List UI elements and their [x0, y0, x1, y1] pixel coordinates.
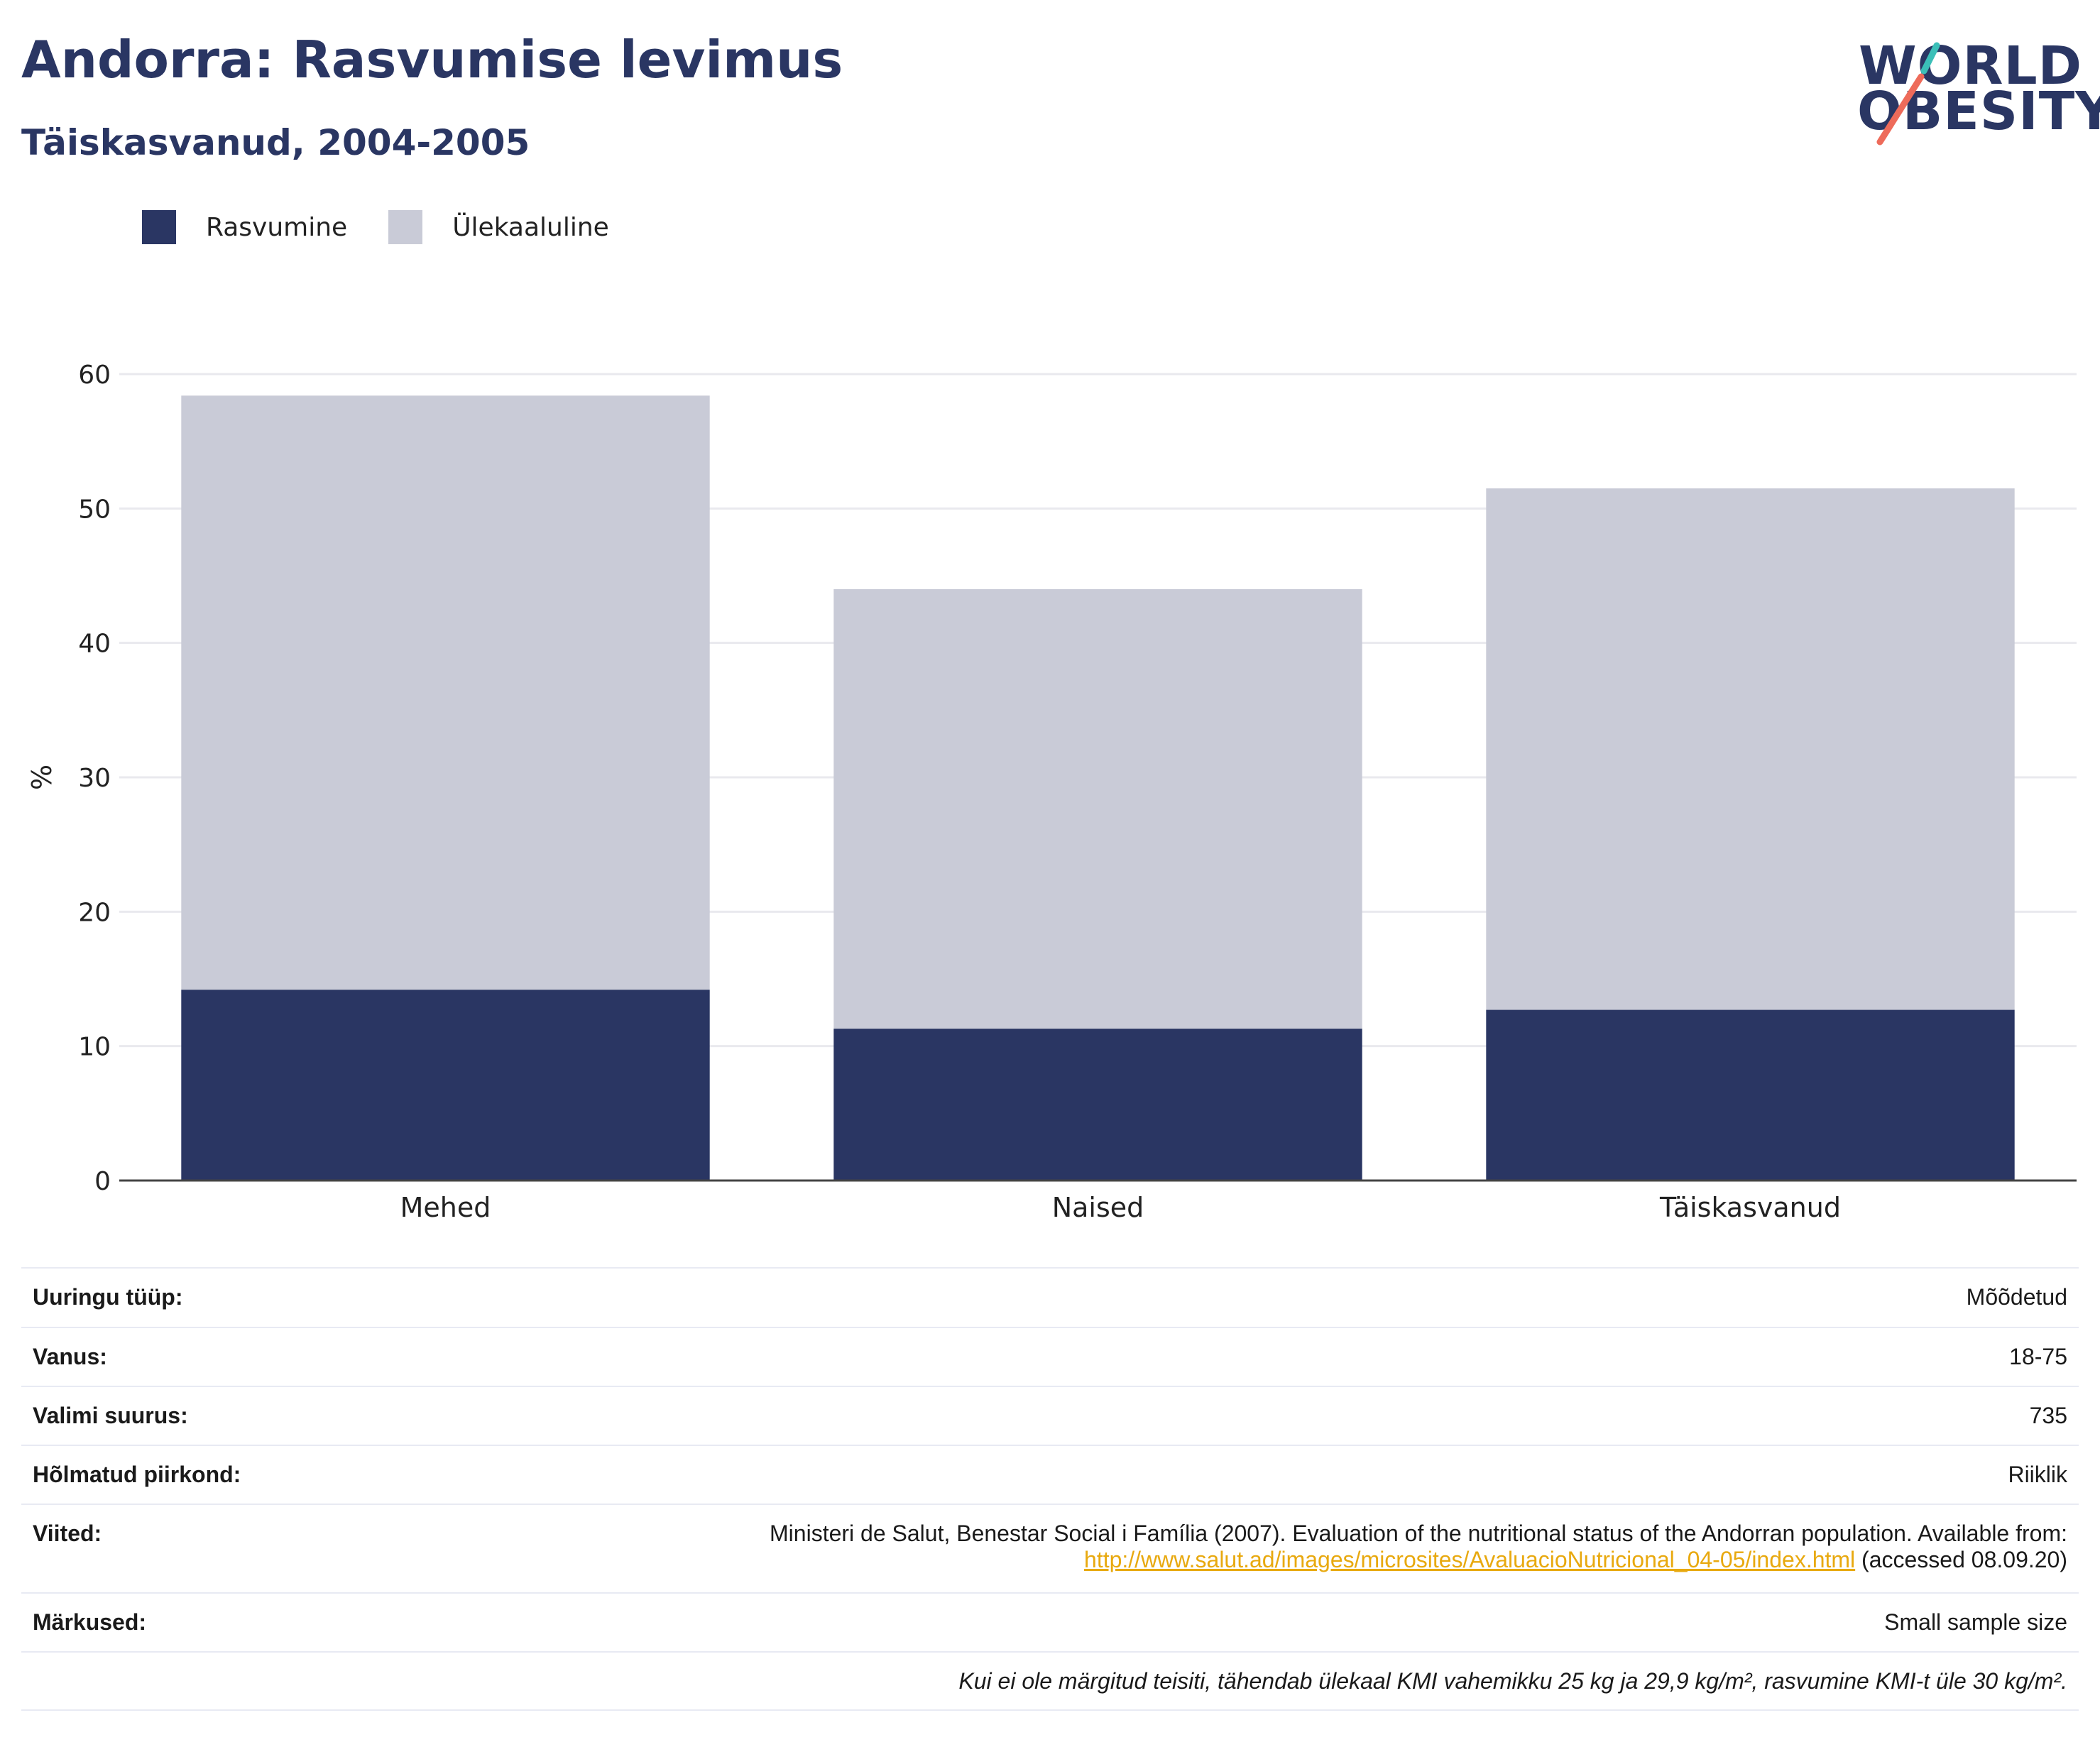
- y-tick-label: 40: [78, 630, 111, 659]
- x-tick-label: Täiskasvanud: [1659, 1192, 1841, 1223]
- page-title: Andorra: Rasvumise levimus: [21, 30, 843, 89]
- y-tick-label: 30: [78, 764, 111, 793]
- legend-swatch-ulekaaluline: [388, 210, 423, 244]
- y-tick-label: 0: [94, 1167, 111, 1196]
- legend-label-rasvumine: Rasvumine: [206, 212, 348, 242]
- y-tick-label: 10: [78, 1033, 111, 1062]
- reference-text: Ministeri de Salut, Benestar Social i Fa…: [770, 1521, 2067, 1546]
- meta-key: Valimi suurus:: [33, 1403, 188, 1428]
- legend-item-rasvumine[interactable]: Rasvumine: [142, 210, 347, 244]
- meta-key: Hõlmatud piirkond:: [33, 1462, 241, 1487]
- metadata-table: Uuringu tüüp: Mõõdetud Vanus: 18-75 Vali…: [21, 1267, 2079, 1711]
- meta-row-notes: Märkused: Small sample size: [21, 1592, 2079, 1651]
- meta-value: 735: [2029, 1403, 2067, 1428]
- y-axis-label: %: [26, 765, 58, 790]
- meta-row-references: Viited: Ministeri de Salut, Benestar Soc…: [21, 1504, 2079, 1592]
- reference-link[interactable]: http://www.salut.ad/images/microsites/Av…: [1084, 1547, 1856, 1572]
- x-tick-label: Naised: [1052, 1192, 1144, 1223]
- logo-line-1: WORLD: [1859, 35, 2083, 97]
- page-subtitle: Täiskasvanud, 2004-2005: [21, 122, 530, 163]
- logo-slash-icon: [1876, 42, 1940, 146]
- bar-mehed-series-0: [181, 990, 710, 1181]
- bar-naised-series-0: [833, 1029, 1362, 1181]
- meta-row-survey-type: Uuringu tüüp: Mõõdetud: [21, 1267, 2079, 1327]
- meta-row-region: Hõlmatud piirkond: Riiklik: [21, 1445, 2079, 1504]
- chart-legend: Rasvumine Ülekaaluline: [142, 210, 650, 244]
- meta-key: Viited:: [33, 1521, 102, 1546]
- meta-value: Small sample size: [1884, 1609, 2067, 1635]
- footnote: Kui ei ole märgitud teisiti, tähendab ül…: [958, 1668, 2067, 1694]
- meta-row-footnote: Kui ei ole märgitud teisiti, tähendab ül…: [21, 1651, 2079, 1711]
- meta-key: Vanus:: [33, 1344, 107, 1369]
- meta-key: Märkused:: [33, 1609, 147, 1635]
- y-tick-label: 50: [78, 495, 111, 524]
- meta-key: Uuringu tüüp:: [33, 1284, 183, 1310]
- meta-value: 18-75: [2009, 1344, 2067, 1369]
- bar-täiskasvanud-series-1: [1486, 488, 2015, 1010]
- bar-mehed-series-1: [181, 395, 710, 990]
- bar-täiskasvanud-series-0: [1486, 1009, 2015, 1181]
- x-tick-label: Mehed: [400, 1192, 491, 1223]
- world-obesity-logo: WORLD OBESITY: [1857, 21, 2100, 146]
- legend-swatch-rasvumine: [142, 210, 176, 244]
- meta-value: Ministeri de Salut, Benestar Social i Fa…: [770, 1521, 2067, 1573]
- meta-value: Riiklik: [2008, 1462, 2067, 1487]
- stacked-bar-chart: 0 10 20 30 40 50 60% Mehed Naised Täiskasvanud: [26, 361, 2077, 1223]
- reference-accessed: (accessed 08.09.20): [1861, 1547, 2067, 1572]
- meta-value: Mõõdetud: [1966, 1284, 2067, 1310]
- y-tick-label: 20: [78, 898, 111, 927]
- y-tick-label: 60: [78, 361, 111, 390]
- bar-naised-series-1: [833, 588, 1362, 1029]
- legend-label-ulekaaluline: Ülekaaluline: [452, 212, 609, 242]
- legend-item-ulekaaluline[interactable]: Ülekaaluline: [388, 210, 609, 244]
- meta-row-sample-size: Valimi suurus: 735: [21, 1386, 2079, 1445]
- meta-row-age: Vanus: 18-75: [21, 1327, 2079, 1386]
